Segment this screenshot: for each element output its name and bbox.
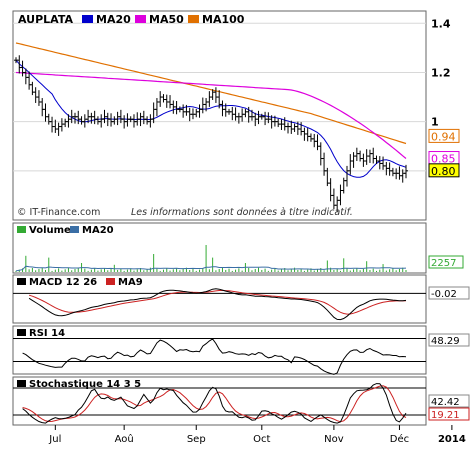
stochastic-last-box-k bbox=[428, 394, 470, 408]
legend-swatch-volume bbox=[17, 226, 26, 233]
price-last-label: 0.94 bbox=[431, 130, 456, 143]
price-panel: 1.41.210.8 0.940.850.80 AUPLATA MA20 MA5… bbox=[12, 10, 460, 221]
x-tick-label: 2014 bbox=[438, 434, 466, 445]
stochastic-k-line bbox=[22, 383, 407, 424]
macd-signal-line bbox=[28, 289, 407, 315]
ma20-line bbox=[15, 59, 407, 178]
legend-swatch-macd bbox=[17, 278, 26, 285]
price-bars bbox=[14, 55, 408, 213]
stochastic-last-label-k: 42.42 bbox=[431, 397, 460, 408]
ma50-line bbox=[15, 71, 407, 159]
x-tick-label: Aoû bbox=[115, 433, 134, 445]
legend-swatch-ma100 bbox=[188, 15, 199, 23]
x-tick-label: Jul bbox=[48, 434, 61, 445]
disclaimer-text: Les informations sont données à titre in… bbox=[131, 207, 353, 218]
price-tick-label: 1 bbox=[431, 116, 439, 129]
macd-last-box bbox=[428, 286, 470, 300]
legend-volume-ma20: MA20 bbox=[82, 225, 114, 236]
price-legend: AUPLATA MA20 MA50 MA100 bbox=[18, 13, 245, 26]
legend-macd: MACD 12 26 bbox=[29, 277, 97, 288]
stochastic-last-box-d bbox=[428, 407, 470, 421]
credit-text: © IT-Finance.com bbox=[17, 207, 100, 218]
rsi-panel: RSI 14 48.29 bbox=[12, 325, 470, 375]
rsi-line bbox=[22, 338, 407, 375]
x-tick-label: Nov bbox=[324, 434, 344, 445]
volume-last-label: 2257 bbox=[431, 258, 456, 269]
legend-swatch-stochastic bbox=[17, 380, 26, 387]
legend-swatch-macd-ma9 bbox=[106, 278, 115, 285]
price-last-box bbox=[428, 128, 460, 143]
legend-swatch-ma50 bbox=[135, 15, 146, 23]
legend-swatch-rsi bbox=[17, 329, 26, 336]
legend-ma20: MA20 bbox=[96, 13, 131, 26]
stochastic-panel: Stochastique 14 3 5 42.42 19.21 bbox=[12, 376, 470, 426]
volume-bars bbox=[15, 245, 407, 272]
price-series bbox=[14, 42, 408, 213]
price-tick-label: 1.2 bbox=[431, 66, 451, 79]
x-axis: Jul Aoû Sep Oct Nov Déc 2014 bbox=[48, 425, 466, 445]
x-tick-label: Déc bbox=[390, 433, 409, 445]
legend-swatch-ma20 bbox=[82, 15, 93, 23]
ma100-line bbox=[15, 42, 407, 145]
legend-swatch-volume-ma20 bbox=[70, 226, 79, 233]
macd-last-label: -0.02 bbox=[431, 289, 457, 300]
price-last-box bbox=[428, 163, 460, 178]
price-last-label: 0.80 bbox=[431, 165, 456, 178]
legend-macd-ma9: MA9 bbox=[118, 277, 143, 288]
macd-line bbox=[28, 288, 407, 321]
volume-panel: Volume MA20 2257 bbox=[12, 222, 464, 274]
legend-symbol: AUPLATA bbox=[18, 13, 73, 26]
x-tick-label: Sep bbox=[187, 434, 206, 445]
rsi-last-box bbox=[428, 333, 470, 347]
legend-stochastic: Stochastique 14 3 5 bbox=[29, 379, 141, 390]
legend-ma100: MA100 bbox=[202, 13, 245, 26]
price-last-label: 0.85 bbox=[431, 153, 456, 166]
stochastic-d-line bbox=[22, 385, 407, 423]
price-last-labels: 0.94 0.850.80 bbox=[428, 128, 460, 178]
volume-last-box bbox=[428, 255, 464, 269]
volume-ma20-line bbox=[15, 265, 407, 272]
legend-rsi: RSI 14 bbox=[29, 328, 65, 339]
x-tick-label: Oct bbox=[253, 434, 270, 445]
macd-panel: MACD 12 26 MA9 -0.02 bbox=[12, 274, 470, 324]
price-panel-frame bbox=[12, 10, 427, 221]
price-tick-label: 1.4 bbox=[431, 17, 451, 30]
macd-panel-frame bbox=[12, 274, 427, 324]
legend-ma50: MA50 bbox=[149, 13, 184, 26]
stochastic-last-label-d: 19.21 bbox=[431, 410, 460, 421]
rsi-last-label: 48.29 bbox=[431, 336, 460, 347]
legend-volume: Volume bbox=[29, 225, 71, 236]
